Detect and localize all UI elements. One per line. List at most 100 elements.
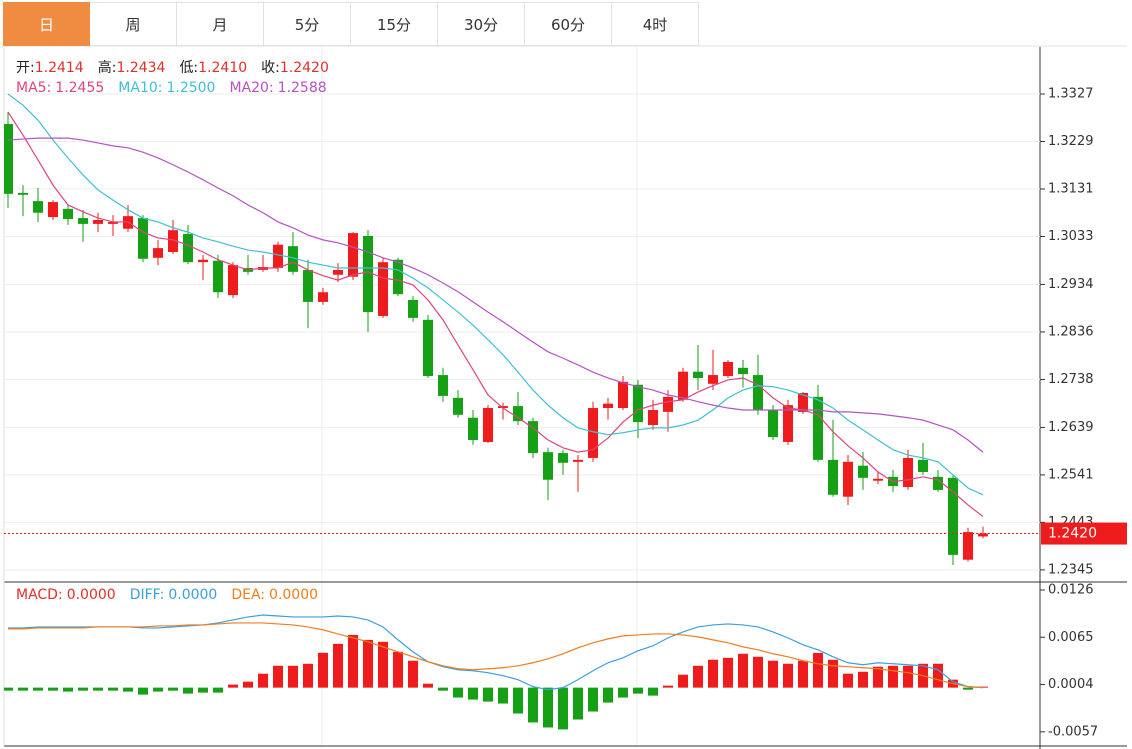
macd-bar xyxy=(423,683,433,688)
legend-value: 1.2500 xyxy=(166,80,216,96)
period-tab[interactable]: 周 xyxy=(90,2,177,46)
macd-bar xyxy=(498,687,508,704)
candle-body xyxy=(468,417,478,441)
macd-bar xyxy=(783,663,793,688)
candle-body xyxy=(918,459,928,472)
legend-value: 0.0000 xyxy=(168,587,218,603)
macd-bar xyxy=(468,687,478,700)
candle-body xyxy=(573,459,583,462)
candle-body xyxy=(318,292,328,302)
macd-bar xyxy=(393,651,403,688)
macd-bar xyxy=(363,639,373,688)
macd-bar xyxy=(768,660,778,688)
candle-body xyxy=(78,218,88,224)
info-value: 1.2414 xyxy=(34,60,84,76)
legend-item: MA5: 1.2455 xyxy=(16,80,104,96)
macd-bar xyxy=(153,687,163,692)
macd-bar xyxy=(18,687,28,691)
macd-bar xyxy=(543,687,553,728)
info-item: 高:1.2434 xyxy=(98,57,166,77)
macd-bar xyxy=(513,687,523,714)
candle-body xyxy=(933,476,943,490)
macd-bar xyxy=(723,657,733,688)
legend-value: 1.2588 xyxy=(277,80,327,96)
candle-body xyxy=(558,453,568,463)
period-tab[interactable]: 60分 xyxy=(525,2,612,46)
candle-body xyxy=(963,532,973,560)
macd-bar xyxy=(288,665,298,688)
legend-name: MA5: xyxy=(16,80,52,96)
candle-body xyxy=(4,124,13,194)
macd-bar xyxy=(93,687,103,691)
y-tick-label: 1.3033 xyxy=(1048,229,1094,244)
macd-bar xyxy=(213,687,223,693)
period-tab[interactable]: 30分 xyxy=(438,2,525,46)
ohlc-info: 开:1.2414 高:1.2434 低:1.2410 收:1.2420 xyxy=(16,57,343,77)
info-label: 收: xyxy=(261,60,280,76)
macd-bar xyxy=(198,687,208,693)
macd-bar xyxy=(168,687,178,691)
candle-body xyxy=(108,221,118,224)
macd-bar xyxy=(708,659,718,688)
macd-bar xyxy=(798,660,808,688)
macd-bar xyxy=(138,687,148,695)
candle-body xyxy=(873,478,883,481)
legend-name: MACD: xyxy=(16,587,63,603)
period-tab[interactable]: 日 xyxy=(3,2,90,46)
macd-bar xyxy=(903,665,913,688)
info-label: 高: xyxy=(97,60,117,76)
period-tab[interactable]: 月 xyxy=(177,2,264,46)
macd-bar xyxy=(738,653,748,688)
macd-bar xyxy=(318,652,328,688)
y-tick-label: 0.0065 xyxy=(1048,630,1094,645)
macd-bar xyxy=(4,687,13,691)
legend-value: 0.0000 xyxy=(66,587,116,603)
candle-body xyxy=(63,208,73,220)
candle-body xyxy=(633,384,643,423)
macd-bar xyxy=(273,665,283,688)
macd-bar xyxy=(408,660,418,688)
period-tab[interactable]: 5分 xyxy=(264,2,351,46)
y-tick-label: 1.2345 xyxy=(1048,562,1094,577)
period-tab[interactable]: 15分 xyxy=(351,2,438,46)
macd-bar xyxy=(333,643,343,688)
info-value: 1.2410 xyxy=(198,60,248,76)
macd-bar xyxy=(843,673,853,688)
y-tick-label: 1.2836 xyxy=(1048,324,1094,339)
y-tick-label: 0.0126 xyxy=(1048,582,1094,597)
candle-body xyxy=(453,397,463,415)
macd-bar xyxy=(888,665,898,688)
period-tabs: 日周月 5分 15分 30分 60分 4时 xyxy=(3,2,699,46)
candle-body xyxy=(18,192,28,195)
macd-bar xyxy=(663,685,673,688)
candle-body xyxy=(498,406,508,409)
macd-bar xyxy=(933,663,943,688)
candle-body xyxy=(948,477,958,555)
candle-body xyxy=(708,375,718,384)
candle-body xyxy=(828,459,838,495)
candle-body xyxy=(903,457,913,488)
candle-body xyxy=(663,396,673,412)
candle-body xyxy=(783,405,793,442)
y-tick-label: 1.2541 xyxy=(1048,467,1094,482)
plot-area xyxy=(4,93,1040,730)
period-tab[interactable]: 4时 xyxy=(612,2,699,46)
info-label: 低: xyxy=(179,60,199,76)
macd-bar xyxy=(573,687,583,720)
last-price-tag xyxy=(1041,522,1127,545)
candle-body xyxy=(33,201,43,213)
macd-bar xyxy=(528,687,538,723)
candle-body xyxy=(483,408,493,442)
macd-bar xyxy=(108,687,118,691)
macd-legend: MACD: 0.0000 DIFF: 0.0000 DEA: 0.0000 xyxy=(16,587,332,603)
macd-bar xyxy=(123,687,133,692)
candle-body xyxy=(543,452,553,480)
candle-body xyxy=(333,269,343,275)
macd-bar xyxy=(48,687,58,691)
macd-bar xyxy=(648,687,658,696)
candle-body xyxy=(528,421,538,454)
candle-body xyxy=(303,269,313,302)
info-item: 低:1.2410 xyxy=(179,57,247,77)
macd-bar xyxy=(258,673,268,688)
